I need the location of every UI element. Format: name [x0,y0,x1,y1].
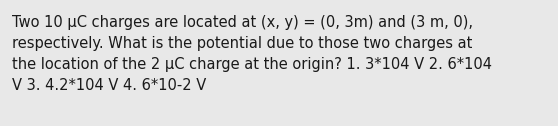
Text: Two 10 μC charges are located at (x, y) = (0, 3m) and (3 m, 0),
respectively. Wh: Two 10 μC charges are located at (x, y) … [12,15,492,93]
